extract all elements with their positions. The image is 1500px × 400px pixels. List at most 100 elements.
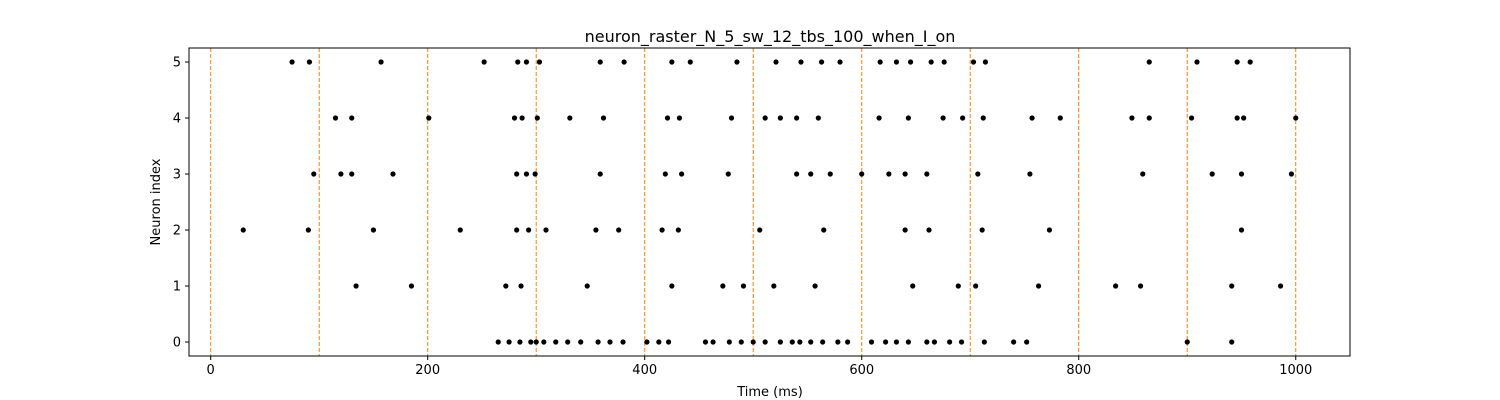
spike-point bbox=[533, 339, 539, 345]
spike-point bbox=[750, 339, 756, 345]
spike-point bbox=[1113, 283, 1119, 289]
spike-point bbox=[1238, 227, 1245, 233]
spike-point bbox=[710, 339, 716, 345]
spike-point bbox=[370, 227, 377, 233]
spike-point bbox=[827, 171, 833, 177]
spike-point bbox=[812, 283, 818, 289]
spike-point bbox=[426, 115, 432, 121]
spike-point bbox=[820, 339, 826, 345]
spike-point bbox=[675, 227, 681, 233]
spike-point bbox=[1146, 59, 1152, 65]
spike-point bbox=[876, 115, 882, 121]
spike-point bbox=[349, 115, 355, 121]
spike-point bbox=[1229, 339, 1235, 345]
spike-point bbox=[1293, 115, 1299, 121]
spike-point bbox=[534, 115, 540, 121]
spike-point bbox=[975, 171, 981, 177]
spike-point bbox=[669, 283, 675, 289]
spike-point bbox=[1046, 227, 1053, 233]
spike-point bbox=[481, 59, 487, 65]
spike-point bbox=[616, 227, 622, 233]
spike-point bbox=[1140, 171, 1146, 177]
spike-point bbox=[390, 171, 396, 177]
spike-point bbox=[960, 115, 966, 121]
spike-point bbox=[762, 339, 768, 345]
spike-point bbox=[883, 339, 889, 345]
spike-point bbox=[893, 339, 900, 345]
spike-point bbox=[926, 227, 932, 233]
y-tick-label: 0 bbox=[173, 336, 181, 351]
spike-point bbox=[728, 115, 735, 121]
spike-point bbox=[669, 59, 675, 65]
spike-point bbox=[798, 59, 804, 65]
x-tick-label: 0 bbox=[207, 363, 215, 378]
spike-point bbox=[1188, 115, 1195, 121]
spike-point bbox=[821, 227, 827, 233]
spike-point bbox=[955, 283, 961, 289]
spike-point bbox=[306, 59, 313, 65]
y-tick-label: 1 bbox=[173, 280, 181, 295]
spike-point bbox=[757, 227, 763, 233]
chart-title: neuron_raster_N_5_sw_12_tbs_100_when_I_o… bbox=[585, 27, 956, 47]
spike-point bbox=[808, 339, 814, 345]
y-tick-label: 3 bbox=[173, 168, 181, 183]
spike-point bbox=[378, 59, 384, 65]
spike-point bbox=[958, 339, 965, 345]
spike-point bbox=[902, 171, 908, 177]
spike-point bbox=[506, 339, 512, 345]
spike-point bbox=[528, 339, 534, 345]
spike-point bbox=[1027, 171, 1033, 177]
spike-point bbox=[1146, 115, 1152, 121]
spike-point bbox=[578, 339, 584, 345]
spike-point bbox=[1209, 171, 1215, 177]
x-tick-label: 200 bbox=[415, 363, 440, 378]
spike-point bbox=[725, 171, 731, 177]
spike-point bbox=[1029, 115, 1035, 121]
spike-point bbox=[808, 171, 814, 177]
y-tick-label: 2 bbox=[173, 224, 181, 239]
spike-point bbox=[457, 227, 463, 233]
x-tick-label: 800 bbox=[1066, 363, 1091, 378]
spike-point bbox=[620, 339, 626, 345]
spike-point bbox=[518, 283, 524, 289]
spike-point bbox=[408, 283, 415, 289]
spike-point bbox=[1057, 115, 1063, 121]
spike-point bbox=[794, 171, 800, 177]
spike-point bbox=[902, 227, 908, 233]
spike-point bbox=[595, 339, 601, 345]
spike-point bbox=[1229, 283, 1235, 289]
spike-point bbox=[818, 59, 825, 65]
spike-point bbox=[738, 339, 744, 345]
spike-point bbox=[720, 283, 726, 289]
spike-point bbox=[503, 283, 509, 289]
spike-point bbox=[565, 339, 571, 345]
spike-point bbox=[1129, 115, 1135, 121]
spike-point bbox=[835, 339, 841, 345]
spike-point bbox=[338, 171, 344, 177]
spike-point bbox=[353, 283, 359, 289]
spike-point bbox=[662, 171, 668, 177]
spike-point bbox=[659, 227, 665, 233]
spike-point bbox=[515, 59, 521, 65]
spike-point bbox=[567, 115, 573, 121]
spike-point bbox=[1277, 283, 1284, 289]
spike-point bbox=[332, 115, 339, 121]
trigger-lines bbox=[210, 48, 1297, 356]
x-tick-label: 600 bbox=[849, 363, 874, 378]
spike-point bbox=[973, 283, 979, 289]
spike-point bbox=[886, 171, 892, 177]
y-axis-ticks: 0 1 2 3 4 5 bbox=[173, 56, 189, 351]
spike-point bbox=[687, 59, 693, 65]
spike-point bbox=[532, 171, 538, 177]
spike-point bbox=[859, 171, 865, 177]
spike-point bbox=[289, 59, 295, 65]
spike-point bbox=[536, 59, 543, 65]
spike-point bbox=[868, 339, 875, 345]
spike-point bbox=[600, 115, 607, 121]
spike-point bbox=[526, 227, 532, 233]
spike-point bbox=[553, 339, 559, 345]
x-axis-label: Time (ms) bbox=[736, 385, 803, 400]
spike-point bbox=[607, 339, 613, 345]
spike-point bbox=[924, 339, 930, 345]
